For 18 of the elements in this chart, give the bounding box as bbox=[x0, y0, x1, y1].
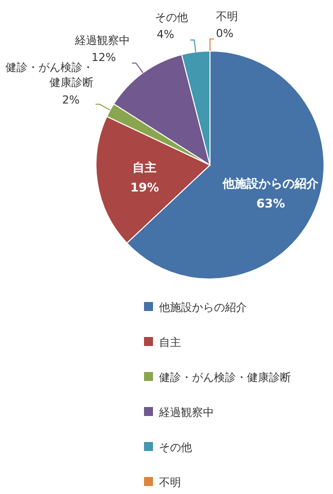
legend-label: 自主 bbox=[159, 336, 181, 349]
slice-label: 他施設からの紹介 bbox=[222, 176, 320, 190]
data-label: 19% bbox=[130, 180, 160, 194]
legend-label: 経過観察中 bbox=[158, 406, 214, 419]
slice-label: 健診・がん検診・健康診断 bbox=[4, 61, 94, 90]
legend-label: 健診・がん検診・健康診断 bbox=[159, 371, 291, 384]
slice-label: 経過観察中 bbox=[74, 33, 130, 48]
legend-label: 他施設からの紹介 bbox=[159, 301, 247, 314]
slice-label: 自主 bbox=[132, 160, 157, 174]
category-label: 不明 bbox=[216, 10, 238, 23]
data-label: 12% bbox=[91, 51, 116, 64]
data-label: 63% bbox=[256, 196, 286, 210]
data-label: 4% bbox=[156, 28, 174, 41]
data-label: 2% bbox=[62, 93, 80, 106]
text: 0% bbox=[216, 27, 234, 40]
legend-label: 不明 bbox=[159, 476, 181, 489]
legend-label: その他 bbox=[159, 441, 192, 454]
slice-label: その他 bbox=[154, 10, 188, 25]
